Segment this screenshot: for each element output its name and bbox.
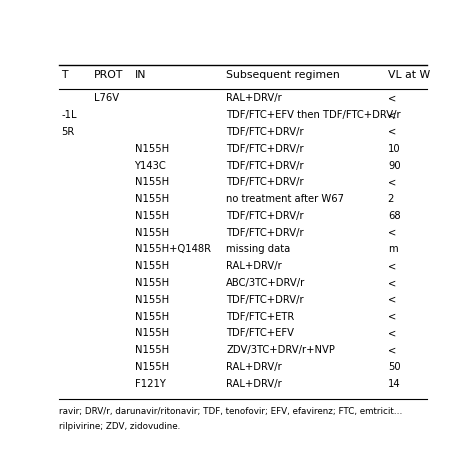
Text: RAL+DRV/r: RAL+DRV/r xyxy=(227,379,282,389)
Text: TDF/FTC+DRV/r: TDF/FTC+DRV/r xyxy=(227,295,304,305)
Text: <: < xyxy=(388,278,396,288)
Text: TDF/FTC+DRV/r: TDF/FTC+DRV/r xyxy=(227,161,304,171)
Text: <: < xyxy=(388,228,396,237)
Text: N155H: N155H xyxy=(135,261,169,271)
Text: N155H: N155H xyxy=(135,328,169,338)
Text: TDF/FTC+DRV/r: TDF/FTC+DRV/r xyxy=(227,144,304,154)
Text: rilpivirine; ZDV, zidovudine.: rilpivirine; ZDV, zidovudine. xyxy=(59,422,181,431)
Text: 68: 68 xyxy=(388,211,401,221)
Text: RAL+DRV/r: RAL+DRV/r xyxy=(227,93,282,103)
Text: N155H: N155H xyxy=(135,295,169,305)
Text: TDF/FTC+EFV: TDF/FTC+EFV xyxy=(227,328,294,338)
Text: TDF/FTC+EFV then TDF/FTC+DRV/r: TDF/FTC+EFV then TDF/FTC+DRV/r xyxy=(227,110,401,120)
Text: TDF/FTC+DRV/r: TDF/FTC+DRV/r xyxy=(227,177,304,187)
Text: L76V: L76V xyxy=(94,93,119,103)
Text: T: T xyxy=(61,70,68,80)
Text: Subsequent regimen: Subsequent regimen xyxy=(227,70,340,80)
Text: TDF/FTC+DRV/r: TDF/FTC+DRV/r xyxy=(227,211,304,221)
Text: 50: 50 xyxy=(388,362,401,372)
Text: RAL+DRV/r: RAL+DRV/r xyxy=(227,261,282,271)
Text: N155H: N155H xyxy=(135,144,169,154)
Text: PROT: PROT xyxy=(94,70,124,80)
Text: N155H: N155H xyxy=(135,345,169,355)
Text: <: < xyxy=(388,93,396,103)
Text: N155H: N155H xyxy=(135,228,169,237)
Text: N155H: N155H xyxy=(135,211,169,221)
Text: <: < xyxy=(388,110,396,120)
Text: 5R: 5R xyxy=(61,127,74,137)
Text: RAL+DRV/r: RAL+DRV/r xyxy=(227,362,282,372)
Text: 10: 10 xyxy=(388,144,401,154)
Text: <: < xyxy=(388,328,396,338)
Text: <: < xyxy=(388,261,396,271)
Text: <: < xyxy=(388,177,396,187)
Text: 90: 90 xyxy=(388,161,401,171)
Text: TDF/FTC+DRV/r: TDF/FTC+DRV/r xyxy=(227,228,304,237)
Text: TDF/FTC+DRV/r: TDF/FTC+DRV/r xyxy=(227,127,304,137)
Text: missing data: missing data xyxy=(227,245,291,255)
Text: VL at W: VL at W xyxy=(388,70,430,80)
Text: N155H: N155H xyxy=(135,194,169,204)
Text: -1L: -1L xyxy=(61,110,77,120)
Text: 2: 2 xyxy=(388,194,396,204)
Text: <: < xyxy=(388,127,396,137)
Text: m: m xyxy=(388,245,398,255)
Text: N155H: N155H xyxy=(135,278,169,288)
Text: F121Y: F121Y xyxy=(135,379,165,389)
Text: <: < xyxy=(388,295,396,305)
Text: N155H+Q148R: N155H+Q148R xyxy=(135,245,210,255)
Text: N155H: N155H xyxy=(135,177,169,187)
Text: TDF/FTC+ETR: TDF/FTC+ETR xyxy=(227,311,295,322)
Text: N155H: N155H xyxy=(135,362,169,372)
Text: <: < xyxy=(388,345,396,355)
Text: 14: 14 xyxy=(388,379,401,389)
Text: N155H: N155H xyxy=(135,311,169,322)
Text: ZDV/3TC+DRV/r+NVP: ZDV/3TC+DRV/r+NVP xyxy=(227,345,335,355)
Text: ABC/3TC+DRV/r: ABC/3TC+DRV/r xyxy=(227,278,306,288)
Text: <: < xyxy=(388,311,396,322)
Text: no treatment after W67: no treatment after W67 xyxy=(227,194,345,204)
Text: IN: IN xyxy=(135,70,146,80)
Text: ravir; DRV/r, darunavir/ritonavir; TDF, tenofovir; EFV, efavirenz; FTC, emtricit: ravir; DRV/r, darunavir/ritonavir; TDF, … xyxy=(59,407,402,416)
Text: Y143C: Y143C xyxy=(135,161,166,171)
